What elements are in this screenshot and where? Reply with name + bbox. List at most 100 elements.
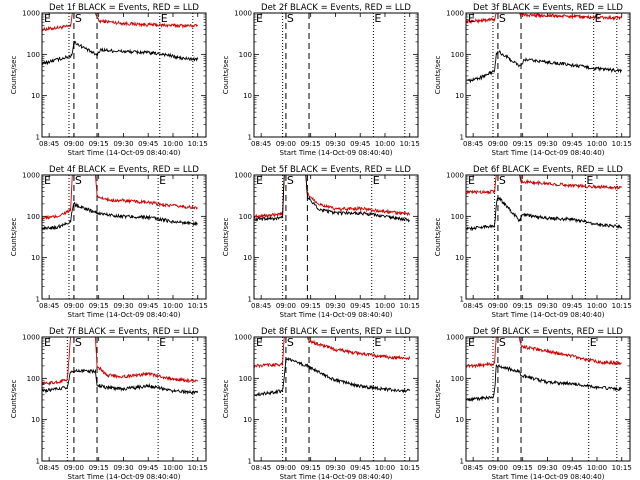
x-axis-label: Start Time (14-Oct-09 08:40:40) — [68, 311, 181, 319]
panel-title: Det 4f BLACK = Events, RED = LLD — [49, 165, 199, 175]
interval-marker-e: E — [468, 12, 475, 25]
y-tick-label: 1 — [248, 296, 252, 304]
x-tick-label: 10:00 — [587, 302, 607, 310]
panel-title: Det 2f BLACK = Events, RED = LLD — [261, 3, 411, 13]
x-tick-label: 09:45 — [138, 302, 158, 310]
x-tick-label: 09:30 — [113, 140, 133, 148]
plot-frame — [465, 336, 631, 462]
y-tick-label: 1000 — [446, 172, 464, 180]
plot-frame — [465, 12, 631, 138]
x-tick-label: 09:30 — [325, 140, 345, 148]
interval-marker-e: E — [44, 336, 51, 349]
y-axis-label: Counts/sec — [434, 56, 442, 95]
x-tick-label: 08:45 — [39, 140, 59, 148]
x-tick-label: 09:15 — [301, 140, 321, 148]
y-tick-label: 10 — [31, 416, 40, 424]
panel-title: Det 6f BLACK = Events, RED = LLD — [473, 165, 623, 175]
interval-marker-s: S — [75, 12, 82, 25]
panel-det-9: Det 9f BLACK = Events, RED = LLD 08:45 09:… — [434, 327, 632, 480]
x-tick-label: 09:45 — [562, 140, 582, 148]
x-tick-label: 09:30 — [325, 302, 345, 310]
x-tick-label: 09:45 — [562, 302, 582, 310]
series-line-events — [42, 201, 198, 231]
y-axis-label: Counts/sec — [10, 218, 18, 257]
plot-frame — [253, 336, 419, 462]
x-tick-label: 10:00 — [587, 140, 607, 148]
y-tick-label: 100 — [451, 213, 464, 221]
interval-marker-e: E — [468, 336, 475, 349]
y-tick-label: 100 — [239, 51, 252, 59]
x-tick-label: 09:15 — [301, 302, 321, 310]
x-tick-label: 08:45 — [463, 464, 483, 472]
y-tick-label: 100 — [239, 375, 252, 383]
x-tick-label: 08:45 — [463, 302, 483, 310]
x-tick-label: 10:00 — [375, 464, 395, 472]
y-tick-label: 10 — [243, 254, 252, 262]
x-tick-label: 10:00 — [587, 464, 607, 472]
y-axis-label: Counts/sec — [434, 218, 442, 257]
x-tick-label: 09:00 — [488, 140, 508, 148]
x-tick-label: 09:00 — [276, 302, 296, 310]
x-axis-label: Start Time (14-Oct-09 08:40:40) — [492, 473, 605, 480]
y-axis-label: Counts/sec — [222, 380, 230, 419]
x-tick-label: 09:00 — [276, 140, 296, 148]
interval-marker-e: E — [595, 12, 602, 25]
panel-det-2: Det 2f BLACK = Events, RED = LLD 08:45 09:… — [222, 3, 420, 157]
x-tick-label: 09:45 — [562, 464, 582, 472]
x-tick-label: 10:00 — [163, 302, 183, 310]
interval-marker-e: E — [586, 174, 593, 187]
y-tick-label: 1000 — [234, 10, 252, 18]
y-tick-label: 1000 — [22, 10, 40, 18]
y-tick-label: 10 — [455, 92, 464, 100]
interval-marker-s: S — [499, 174, 506, 187]
panel-det-3: Det 3f BLACK = Events, RED = LLD 08:45 09:… — [434, 3, 632, 157]
panel-det-8: Det 8f BLACK = Events, RED = LLD 08:45 09:… — [222, 327, 420, 480]
x-axis-label: Start Time (14-Oct-09 08:40:40) — [68, 473, 181, 480]
series-line-lld — [42, 337, 199, 386]
x-tick-label: 09:15 — [89, 140, 109, 148]
panel-det-6: Det 6f BLACK = Events, RED = LLD 08:45 09:… — [434, 165, 632, 319]
interval-marker-s: S — [75, 336, 82, 349]
panel-det-5: Det 5f BLACK = Events, RED = LLD 08:45 09:… — [222, 165, 420, 319]
x-tick-label: 10:15 — [188, 140, 208, 148]
x-tick-label: 08:45 — [251, 140, 271, 148]
y-tick-label: 1000 — [22, 334, 40, 342]
x-tick-label: 09:00 — [276, 464, 296, 472]
panel-title: Det 9f BLACK = Events, RED = LLD — [473, 327, 623, 337]
y-tick-label: 1000 — [22, 172, 40, 180]
series-line-events — [254, 175, 411, 223]
series-line-lld — [466, 337, 622, 369]
x-axis-label: Start Time (14-Oct-09 08:40:40) — [492, 149, 605, 157]
x-tick-label: 10:00 — [375, 302, 395, 310]
interval-marker-e: E — [159, 174, 166, 187]
interval-marker-e: E — [256, 12, 263, 25]
y-tick-label: 1 — [460, 296, 464, 304]
x-tick-label: 09:00 — [64, 464, 84, 472]
interval-marker-e: E — [468, 174, 475, 187]
y-tick-label: 1 — [460, 134, 464, 142]
y-tick-label: 100 — [27, 375, 40, 383]
series-line-events — [466, 196, 623, 232]
x-tick-label: 10:15 — [400, 302, 420, 310]
panel-det-1: Det 1f BLACK = Events, RED = LLD 08:45 09:… — [10, 3, 208, 157]
panel-det-7: Det 7f BLACK = Events, RED = LLD 08:45 09:… — [10, 327, 208, 480]
y-axis-label: Counts/sec — [222, 218, 230, 257]
x-tick-label: 10:00 — [163, 140, 183, 148]
series-line-events — [466, 364, 623, 402]
series-line-lld — [466, 13, 623, 25]
interval-marker-e: E — [159, 336, 166, 349]
x-tick-label: 08:45 — [39, 302, 59, 310]
panel-title: Det 8f BLACK = Events, RED = LLD — [261, 327, 411, 337]
interval-marker-s: S — [499, 336, 506, 349]
x-tick-label: 10:15 — [400, 140, 420, 148]
panel-title: Det 5f BLACK = Events, RED = LLD — [261, 165, 411, 175]
y-tick-label: 10 — [455, 416, 464, 424]
interval-marker-e: E — [373, 174, 380, 187]
plot-frame — [41, 12, 207, 138]
y-tick-label: 1 — [36, 458, 40, 466]
interval-marker-s: S — [499, 12, 506, 25]
interval-marker-e: E — [256, 336, 263, 349]
x-tick-label: 08:45 — [251, 302, 271, 310]
x-tick-label: 09:00 — [488, 464, 508, 472]
y-tick-label: 1000 — [446, 334, 464, 342]
